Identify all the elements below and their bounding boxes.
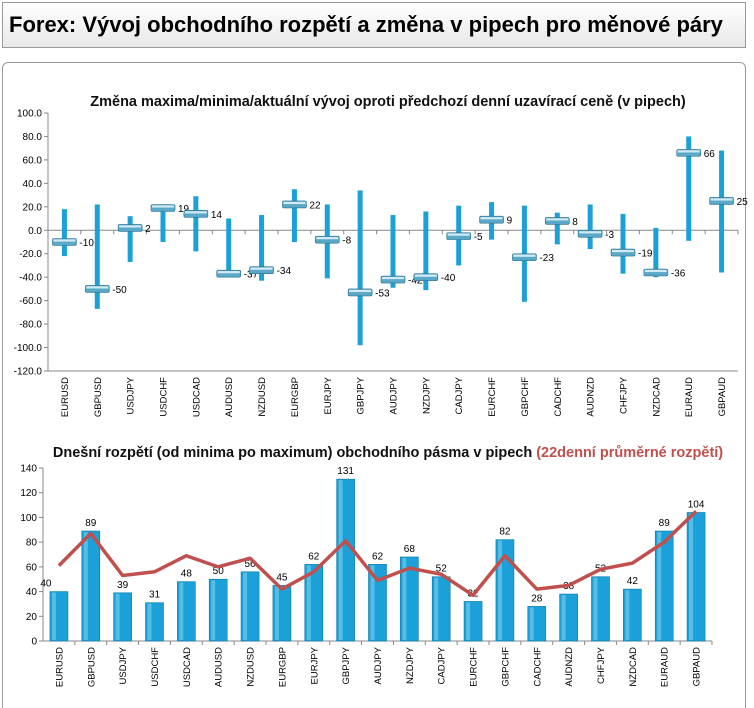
- chart1-xtick-label: CHFJPY: [619, 376, 630, 414]
- chart1-ytick-label: -20.0: [19, 249, 42, 260]
- chart1-xtick-label: EURJPY: [323, 376, 334, 414]
- chart1-data-label: -5: [474, 232, 483, 243]
- chart1-xtick-label: GBPUSD: [93, 377, 104, 417]
- chart1-ytick-label: -80.0: [19, 320, 42, 331]
- chart1-marker-highlight: [316, 237, 339, 240]
- chart1-xtick-label: NZDCAD: [651, 377, 662, 417]
- chart1-range-bar: [423, 211, 429, 291]
- chart1-marker-highlight: [152, 205, 174, 208]
- chart1-marker-highlight: [86, 286, 109, 289]
- chart1-ytick-label: 60.0: [23, 155, 43, 166]
- chart1-xtick-label: AUDNZD: [586, 377, 597, 417]
- chart1-data-label: 9: [507, 216, 513, 227]
- chart1-marker-highlight: [546, 218, 569, 221]
- chart1-range-bar: [719, 150, 725, 273]
- page-title: Forex: Vývoj obchodního rozpětí a změna …: [9, 12, 723, 37]
- chart1-xtick-label: EURCHF: [487, 377, 498, 417]
- chart1-marker-highlight: [644, 269, 667, 273]
- chart1-data-label: -42: [408, 276, 423, 287]
- chart1-xtick-label: AUDJPY: [389, 376, 400, 414]
- chart1-xtick-label: EURAUD: [684, 377, 695, 417]
- chart1-xtick-label: CADCHF: [553, 377, 564, 417]
- chart1-marker-highlight: [612, 249, 634, 253]
- chart1-data-label: -10: [79, 238, 94, 249]
- chart1-marker-highlight: [53, 239, 76, 242]
- chart1-data-label: -53: [375, 288, 390, 299]
- chart1-marker-highlight: [119, 225, 142, 228]
- chart1-range-bar: [620, 213, 626, 274]
- chart1-ytick-label: -40.0: [19, 273, 42, 284]
- chart1-range-bar: [259, 215, 265, 281]
- chart1-data-label: -50: [112, 285, 127, 296]
- chart1-range-bar: [127, 216, 133, 262]
- chart1-range-bar: [226, 218, 232, 278]
- chart1-data-label: -37: [244, 270, 259, 281]
- chart1-ytick-label: 20.0: [23, 202, 43, 213]
- chart1-marker-highlight: [382, 276, 404, 280]
- chart1-xtick-label: GBPAUD: [717, 377, 728, 417]
- chart1-data-label: 14: [211, 210, 223, 221]
- chart1-xtick-label: NZDUSD: [257, 377, 268, 417]
- chart1-xtick-label: USDCAD: [191, 377, 202, 417]
- chart1-range-bar: [390, 215, 396, 288]
- chart1-marker-highlight: [349, 289, 372, 293]
- chart1-data-label: 25: [737, 197, 749, 208]
- chart1-xtick-label: EURUSD: [60, 377, 71, 417]
- chart1-data-label: -8: [342, 236, 351, 247]
- chart1-range-bar: [193, 196, 199, 252]
- chart1-marker-highlight: [579, 231, 602, 234]
- chart1-data-label: -23: [539, 253, 554, 264]
- chart1-xtick-label: EURGBP: [290, 377, 301, 417]
- chart1-ytick-label: -100.0: [14, 343, 43, 354]
- chart1-range-bar: [61, 209, 67, 257]
- chart1-range-bar: [357, 190, 363, 346]
- chart1-marker-highlight: [447, 233, 470, 236]
- chart1-range-bar: [160, 204, 166, 242]
- chart1-marker-highlight: [513, 254, 536, 257]
- charts-panel: [2, 62, 746, 708]
- chart1-marker-highlight: [250, 267, 273, 270]
- chart1-data-label: 8: [572, 217, 578, 228]
- chart1-xtick-label: CADJPY: [454, 376, 465, 414]
- chart1-ytick-label: 0.0: [28, 226, 42, 237]
- chart1-data-label: -3: [605, 230, 614, 241]
- chart1-ytick-label: -120.0: [14, 367, 43, 378]
- title-bar: Forex: Vývoj obchodního rozpětí a změna …: [2, 2, 746, 48]
- chart1-data-label: -34: [277, 266, 292, 277]
- chart1-range-bar: [94, 204, 100, 309]
- chart1-data-label: 19: [178, 204, 190, 215]
- chart1-marker-highlight: [480, 217, 503, 220]
- chart1-data-label: 66: [704, 149, 716, 160]
- chart1-range-bar: [587, 204, 593, 250]
- chart1-range-bar: [554, 212, 560, 245]
- chart1-ytick-label: 80.0: [23, 132, 43, 143]
- chart1-data-label: -19: [638, 249, 653, 260]
- chart1-xtick-label: GBPCHF: [520, 377, 531, 417]
- chart1-marker-highlight: [414, 274, 437, 277]
- chart1-ytick-label: -60.0: [19, 296, 42, 307]
- chart1-xtick-label: AUDUSD: [224, 377, 235, 417]
- chart1-xtick-label: NZDJPY: [421, 376, 432, 414]
- chart1-title: Změna maxima/minima/aktuální vývoj oprot…: [90, 94, 686, 110]
- chart1-marker-highlight: [283, 201, 306, 205]
- chart1-marker-highlight: [184, 211, 207, 214]
- chart1-data-label: -36: [671, 268, 686, 279]
- range-change-chart: Změna maxima/minima/aktuální vývoj oprot…: [14, 94, 749, 417]
- chart1-data-label: -40: [441, 273, 456, 284]
- chart1-data-label: 2: [145, 224, 151, 235]
- chart1-marker-highlight: [677, 150, 700, 153]
- chart1-ytick-label: 100.0: [17, 109, 42, 120]
- chart1-data-label: 22: [309, 200, 321, 211]
- chart1-xtick-label: USDCHF: [159, 377, 170, 417]
- chart1-range-bar: [686, 136, 692, 241]
- chart1-range-bar: [653, 227, 659, 278]
- chart1-xtick-label: GBPJPY: [356, 376, 367, 414]
- chart1-marker-highlight: [217, 271, 240, 274]
- chart1-ytick-label: 40.0: [23, 179, 43, 190]
- chart1-marker-highlight: [710, 198, 733, 201]
- chart1-xtick-label: USDJPY: [126, 376, 137, 414]
- chart1-range-bar: [291, 189, 297, 242]
